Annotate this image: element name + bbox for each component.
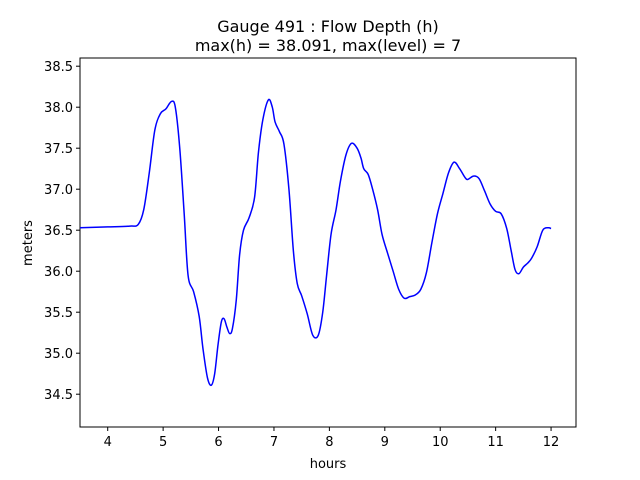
x-tick-label: 4 [104, 435, 112, 450]
chart-title-line-1: Gauge 491 : Flow Depth (h) [217, 17, 439, 36]
plot-area: 4 5 6 7 8 9 10 11 12 34.5 35.0 35.5 36.0 36.5 37.0 37.… [44, 57, 577, 450]
plot-frame [79, 57, 577, 428]
x-tick-label: 6 [214, 435, 222, 450]
x-tick-label: 10 [432, 435, 449, 450]
y-tick-label: 36.5 [44, 224, 73, 239]
x-tick-label: 5 [159, 435, 167, 450]
y-axis-label: meters [21, 220, 36, 266]
y-tick-label: 35.5 [44, 306, 73, 321]
y-tick-label: 37.0 [44, 183, 73, 198]
x-tick-label: 7 [270, 435, 278, 450]
flow-depth-series-line [79, 98, 552, 387]
y-tick-label: 37.5 [44, 142, 73, 157]
x-tick-label: 11 [487, 435, 504, 450]
y-tick-label: 35.0 [44, 347, 73, 362]
chart-title-line-2: max(h) = 38.091, max(level) = 7 [195, 36, 461, 55]
y-tick-label: 38.0 [44, 101, 73, 116]
x-axis-ticks: 4 5 6 7 8 9 10 11 12 [104, 427, 560, 450]
y-tick-label: 34.5 [44, 388, 73, 403]
x-tick-label: 8 [325, 435, 333, 450]
y-tick-label: 36.0 [44, 265, 73, 280]
x-tick-label: 9 [381, 435, 389, 450]
x-axis-label: hours [310, 457, 347, 472]
y-axis-ticks: 34.5 35.0 35.5 36.0 36.5 37.0 37.5 38.0 38.5 [44, 60, 80, 403]
y-tick-label: 38.5 [44, 60, 73, 75]
x-tick-label: 12 [543, 435, 560, 450]
